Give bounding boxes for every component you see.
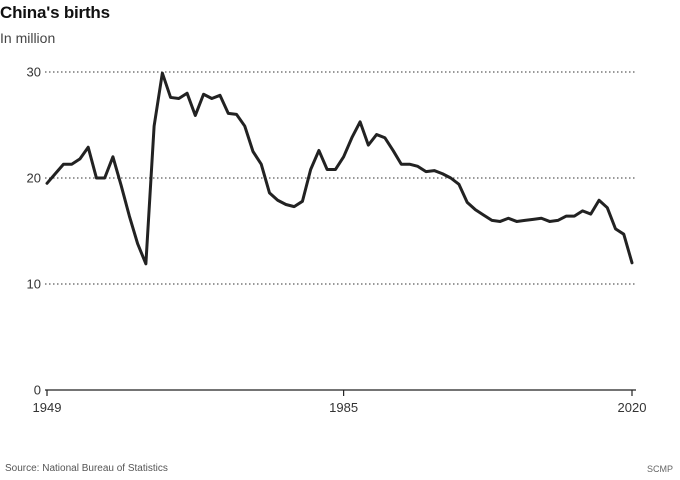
x-tick-label: 1949 xyxy=(33,400,62,415)
y-tick-label: 30 xyxy=(27,65,41,80)
source-note: Source: National Bureau of Statistics xyxy=(5,463,168,474)
x-tick-labels: 1949 1985 2020 xyxy=(33,400,647,415)
series xyxy=(45,71,634,266)
y-tick-labels: 0 10 20 30 xyxy=(27,65,41,398)
x-axis xyxy=(45,389,636,396)
y-tick-label: 20 xyxy=(27,171,41,186)
brand-logo: SCMP xyxy=(646,464,673,474)
chart-title: China's births xyxy=(0,3,110,22)
x-tick-label: 2020 xyxy=(618,400,647,415)
x-tick-label: 1985 xyxy=(329,400,358,415)
y-tick-label: 10 xyxy=(27,277,41,292)
y-tick-label: 0 xyxy=(34,383,41,398)
series-line-births xyxy=(45,71,634,266)
chart-subtitle: In million xyxy=(0,30,56,46)
gridlines xyxy=(45,71,636,285)
